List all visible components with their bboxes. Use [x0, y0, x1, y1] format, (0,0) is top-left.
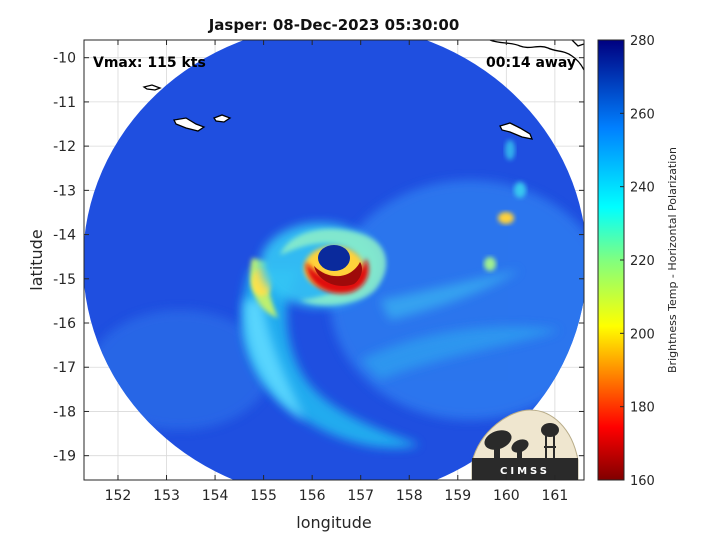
colorbar-tick-label: 160 — [630, 474, 655, 489]
x-axis: 152 153 154 155 156 157 158 159 160 161 — [105, 40, 569, 504]
island-outline — [142, 84, 162, 91]
cimss-logo: CIMSS — [471, 409, 579, 481]
chart-title: Jasper: 08-Dec-2023 05:30:00 — [208, 16, 460, 34]
colorbar-tick-label: 260 — [630, 107, 655, 122]
coastline-outline — [571, 40, 584, 47]
y-tick-label: -16 — [53, 316, 76, 332]
y-tick-label: -11 — [53, 95, 76, 111]
island-outline — [173, 117, 206, 132]
y-tick-label: -12 — [53, 139, 76, 155]
microwave-swath-image — [84, 40, 584, 480]
y-tick-label: -13 — [53, 183, 76, 199]
logo-label: CIMSS — [500, 466, 550, 477]
y-tick-label: -17 — [53, 360, 76, 376]
colorbar-tick-label: 180 — [630, 401, 655, 416]
y-tick-label: -19 — [53, 449, 76, 465]
colorbar-ticks: 160 180 200 220 240 260 280 — [620, 34, 655, 489]
colorbar-tick-label: 280 — [630, 34, 655, 49]
coastline-outline — [489, 40, 584, 71]
x-tick-label: 157 — [347, 488, 374, 504]
y-tick-label: -18 — [53, 404, 76, 420]
y-axis-label: latitude — [27, 229, 46, 290]
y-tick-label: -10 — [53, 51, 76, 67]
colorbar-gradient — [597, 39, 625, 481]
x-tick-label: 154 — [202, 488, 229, 504]
x-tick-label: 158 — [396, 488, 423, 504]
colorbar-label: Brightness Temp - Horizontal Polarizatio… — [666, 147, 679, 373]
x-tick-label: 160 — [493, 488, 520, 504]
colorbar: 160 180 200 220 240 260 280 Brightness Temp - … — [597, 34, 679, 489]
axes-frame — [83, 39, 585, 481]
colorbar-tick-label: 240 — [630, 181, 655, 196]
x-tick-label: 155 — [250, 488, 277, 504]
island-outline — [499, 122, 534, 140]
satellite-dish-icon — [484, 430, 529, 460]
vmax-label: Vmax: 115 kts — [93, 55, 206, 71]
colorbar-tick-label: 200 — [630, 327, 655, 342]
y-axis: -10 -11 -12 -13 -14 -15 -16 -17 -18 -19 — [53, 51, 584, 465]
island-outline — [213, 114, 232, 123]
x-tick-label: 152 — [105, 488, 132, 504]
x-axis-label: longitude — [296, 513, 371, 532]
x-tick-label: 153 — [153, 488, 180, 504]
x-tick-label: 159 — [444, 488, 471, 504]
x-tick-label: 161 — [542, 488, 569, 504]
time-away-label: 00:14 away — [486, 55, 576, 71]
coastlines — [142, 40, 584, 140]
y-tick-label: -14 — [53, 228, 76, 244]
y-tick-label: -15 — [53, 272, 76, 288]
colorbar-tick-label: 220 — [630, 254, 655, 269]
water-tower-icon — [541, 423, 559, 460]
x-tick-label: 156 — [299, 488, 326, 504]
